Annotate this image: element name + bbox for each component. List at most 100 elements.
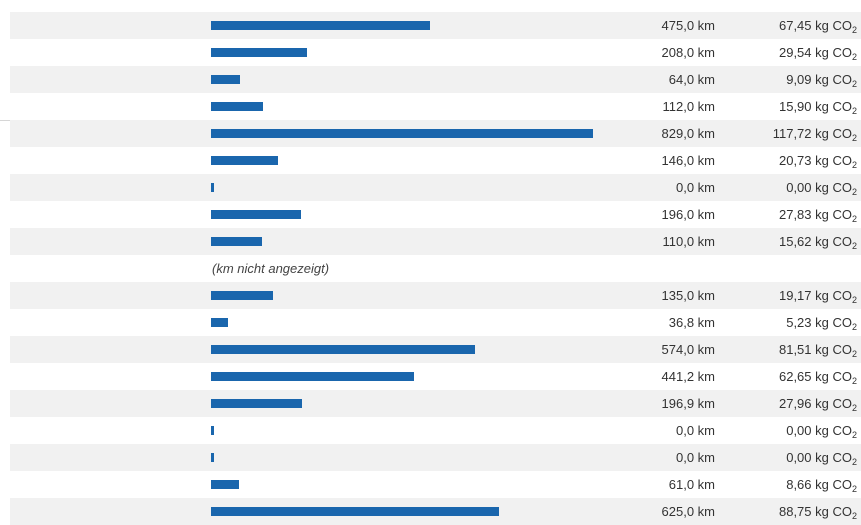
distance-emissions-chart: 475,0 km 67,45 kg CO2 208,0 km 29,54 kg CO2… bbox=[10, 12, 861, 525]
table-row: 196,0 km 27,83 kg CO2 bbox=[10, 201, 861, 228]
co2-subscript: 2 bbox=[851, 430, 857, 440]
co2-value: 27,83 kg CO2 bbox=[779, 201, 857, 228]
co2-value-text: 0,00 kg CO bbox=[786, 450, 852, 465]
co2-value: 81,51 kg CO2 bbox=[779, 336, 857, 363]
distance-value: 135,0 km bbox=[661, 288, 715, 303]
co2-subscript: 2 bbox=[851, 295, 857, 305]
co2-value: 67,45 kg CO2 bbox=[779, 12, 857, 39]
table-row: 829,0 km 117,72 kg CO2 bbox=[10, 120, 861, 147]
distance-value: 64,0 km bbox=[668, 72, 715, 87]
table-row: 64,0 km 9,09 kg CO2 bbox=[10, 66, 861, 93]
distance-value: 0,0 km bbox=[675, 450, 715, 465]
left-edge-divider bbox=[0, 120, 10, 121]
distance-value: 146,0 km bbox=[661, 153, 715, 168]
co2-subscript: 2 bbox=[851, 511, 857, 521]
co2-value-text: 27,83 kg CO bbox=[778, 207, 852, 222]
co2-value: 20,73 kg CO2 bbox=[779, 147, 857, 174]
co2-value: 117,72 kg CO2 bbox=[773, 120, 857, 147]
distance-bar bbox=[211, 345, 475, 354]
co2-subscript: 2 bbox=[851, 133, 857, 143]
table-row: 625,0 km 88,75 kg CO2 bbox=[10, 498, 861, 525]
distance-bar bbox=[211, 75, 240, 84]
co2-value: 27,96 kg CO2 bbox=[779, 390, 857, 417]
distance-bar bbox=[211, 102, 263, 111]
table-row: 61,0 km 8,66 kg CO2 bbox=[10, 471, 861, 498]
co2-subscript: 2 bbox=[851, 376, 857, 386]
co2-value: 0,00 kg CO2 bbox=[786, 444, 857, 471]
co2-value: 0,00 kg CO2 bbox=[786, 174, 857, 201]
co2-value-text: 29,54 kg CO bbox=[778, 45, 852, 60]
co2-value-text: 88,75 kg CO bbox=[778, 504, 852, 519]
co2-value: 15,62 kg CO2 bbox=[779, 228, 857, 255]
co2-subscript: 2 bbox=[851, 403, 857, 413]
co2-value: 8,66 kg CO2 bbox=[786, 471, 857, 498]
km-hidden-note: (km nicht angezeigt) bbox=[212, 261, 330, 276]
distance-bar bbox=[211, 399, 302, 408]
distance-value: 196,0 km bbox=[661, 207, 715, 222]
co2-subscript: 2 bbox=[851, 457, 857, 467]
distance-value: 0,0 km bbox=[675, 180, 715, 195]
distance-value: 61,0 km bbox=[668, 477, 715, 492]
co2-value-text: 15,62 kg CO bbox=[778, 234, 852, 249]
distance-value: 441,2 km bbox=[661, 369, 715, 384]
co2-value: 19,17 kg CO2 bbox=[779, 282, 857, 309]
table-row: 0,0 km 0,00 kg CO2 bbox=[10, 417, 861, 444]
table-row: 146,0 km 20,73 kg CO2 bbox=[10, 147, 861, 174]
distance-value: 196,9 km bbox=[661, 396, 715, 411]
distance-value: 829,0 km bbox=[661, 126, 715, 141]
distance-value: 110,0 km bbox=[662, 234, 715, 249]
co2-value-text: 0,00 kg CO bbox=[786, 180, 852, 195]
co2-subscript: 2 bbox=[851, 106, 857, 116]
table-row: 475,0 km 67,45 kg CO2 bbox=[10, 12, 861, 39]
distance-bar bbox=[211, 210, 301, 219]
co2-subscript: 2 bbox=[851, 187, 857, 197]
table-row: 112,0 km 15,90 kg CO2 bbox=[10, 93, 861, 120]
co2-value-text: 5,23 kg CO bbox=[786, 315, 852, 330]
distance-bar bbox=[211, 21, 430, 30]
co2-subscript: 2 bbox=[851, 79, 857, 89]
co2-subscript: 2 bbox=[851, 241, 857, 251]
distance-value: 112,0 km bbox=[662, 99, 715, 114]
co2-subscript: 2 bbox=[851, 214, 857, 224]
co2-subscript: 2 bbox=[851, 349, 857, 359]
co2-value-text: 19,17 kg CO bbox=[778, 288, 852, 303]
distance-bar bbox=[211, 183, 214, 192]
co2-value: 15,90 kg CO2 bbox=[779, 93, 857, 120]
distance-bar bbox=[211, 453, 214, 462]
co2-value: 5,23 kg CO2 bbox=[786, 309, 857, 336]
distance-value: 475,0 km bbox=[661, 18, 715, 33]
co2-value-text: 27,96 kg CO bbox=[778, 396, 852, 411]
table-row: 0,0 km 0,00 kg CO2 bbox=[10, 174, 861, 201]
co2-subscript: 2 bbox=[851, 484, 857, 494]
co2-value-text: 9,09 kg CO bbox=[786, 72, 852, 87]
table-row: 574,0 km 81,51 kg CO2 bbox=[10, 336, 861, 363]
distance-bar bbox=[211, 480, 239, 489]
co2-value-text: 117,72 kg CO bbox=[772, 126, 852, 141]
co2-value-text: 15,90 kg CO bbox=[778, 99, 852, 114]
table-row: 196,9 km 27,96 kg CO2 bbox=[10, 390, 861, 417]
distance-bar bbox=[211, 318, 228, 327]
co2-value-text: 0,00 kg CO bbox=[786, 423, 852, 438]
table-row: 36,8 km 5,23 kg CO2 bbox=[10, 309, 861, 336]
distance-value: 36,8 km bbox=[668, 315, 715, 330]
co2-value-text: 62,65 kg CO bbox=[778, 369, 852, 384]
co2-value-text: 67,45 kg CO bbox=[778, 18, 852, 33]
co2-value: 88,75 kg CO2 bbox=[779, 498, 857, 525]
co2-subscript: 2 bbox=[851, 322, 857, 332]
distance-bar bbox=[211, 291, 273, 300]
distance-value: 625,0 km bbox=[661, 504, 715, 519]
table-row: (km nicht angezeigt) bbox=[10, 255, 861, 282]
distance-bar bbox=[211, 372, 414, 381]
distance-value: 0,0 km bbox=[675, 423, 715, 438]
co2-value: 9,09 kg CO2 bbox=[786, 66, 857, 93]
table-row: 441,2 km 62,65 kg CO2 bbox=[10, 363, 861, 390]
table-row: 0,0 km 0,00 kg CO2 bbox=[10, 444, 861, 471]
co2-subscript: 2 bbox=[851, 52, 857, 62]
co2-subscript: 2 bbox=[851, 25, 857, 35]
co2-value-text: 81,51 kg CO bbox=[778, 342, 852, 357]
table-row: 110,0 km 15,62 kg CO2 bbox=[10, 228, 861, 255]
co2-value-text: 20,73 kg CO bbox=[778, 153, 852, 168]
table-row: 135,0 km 19,17 kg CO2 bbox=[10, 282, 861, 309]
co2-value-text: 8,66 kg CO bbox=[786, 477, 852, 492]
co2-value: 29,54 kg CO2 bbox=[779, 39, 857, 66]
